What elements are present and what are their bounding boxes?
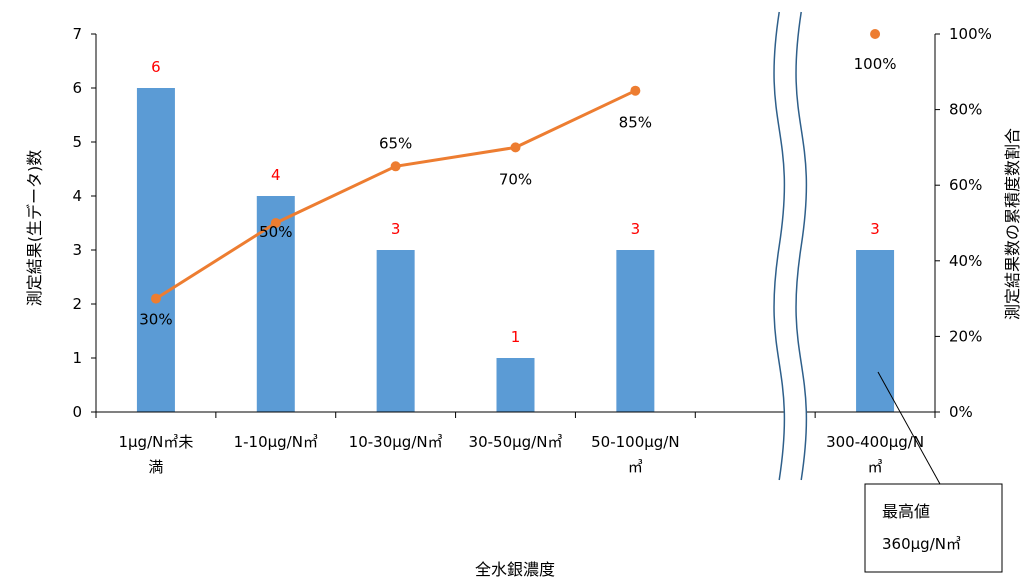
annotation-line-2: 360μg/N㎥ (882, 535, 961, 553)
y-axis-title: 測定結果(生データ)数 (25, 150, 44, 307)
bar-data-label: 1 (511, 328, 521, 346)
line-point (510, 142, 521, 153)
y2-tick-label: 100% (949, 25, 992, 43)
line-data-label: 70% (499, 170, 532, 188)
y-tick-label: 3 (72, 241, 82, 259)
y-tick-label: 7 (72, 25, 82, 43)
y2-tick-label: 20% (949, 327, 982, 345)
x-tick-label: ㎥ (628, 458, 643, 476)
annotation-callout: 最高値 360μg/N㎥ (864, 371, 1003, 573)
x-tick-label: 満 (148, 458, 163, 476)
axis-break-fill (774, 12, 807, 480)
line-point (150, 293, 161, 304)
x-axis-title: 全水銀濃度 (475, 560, 555, 578)
line-point (270, 218, 281, 228)
x-tick-label: 30-50μg/N㎥ (469, 433, 563, 451)
y-tick-label: 1 (72, 349, 82, 367)
line-data-label: 65% (379, 134, 412, 152)
x-tick-label: 1μg/N㎥未 (118, 433, 193, 451)
y-tick-label: 2 (72, 295, 82, 313)
bar-data-label: 6 (151, 58, 161, 76)
bar-data-label: 4 (271, 166, 281, 184)
x-tick-label: 10-30μg/N㎥ (349, 433, 443, 451)
annotation-box (864, 483, 1003, 573)
annotation-line-1: 最高値 (882, 502, 930, 521)
y2-tick-label: 80% (949, 101, 982, 119)
axis-break-line-right (795, 11, 808, 481)
bar-data-label: 3 (631, 220, 641, 238)
bar (616, 250, 655, 412)
x-tick-label: 300-400μg/N (826, 433, 924, 451)
y2-tick-label: 60% (949, 176, 982, 194)
axis-break (773, 11, 808, 481)
y-tick-label: 6 (72, 79, 82, 97)
x-tick-label: ㎥ (868, 458, 883, 476)
y2-axis-title: 測定結果数の累積度数割合 (1003, 128, 1022, 320)
bar (856, 250, 895, 412)
y2-tick-label: 0% (949, 403, 973, 421)
y2-tick-label: 40% (949, 252, 982, 270)
y-tick-label: 0 (72, 403, 82, 421)
right-axis-ticks: 0% 20% 40% 60% 80% 100% (949, 25, 992, 421)
line-point (390, 161, 401, 172)
x-tick-label: 50-100μg/N (591, 433, 679, 451)
bar-series: 6 4 3 1 3 3 (136, 58, 895, 412)
line-data-label: 85% (619, 114, 652, 132)
line-data-label: 50% (259, 223, 292, 241)
x-tick-label: 1-10μg/N㎥ (234, 433, 318, 451)
bar (136, 88, 175, 412)
bar-data-label: 3 (391, 220, 401, 238)
annotation-leader-line (877, 371, 941, 485)
bar-data-label: 3 (870, 220, 880, 238)
y-tick-label: 4 (72, 187, 82, 205)
line-data-label: 100% (854, 55, 897, 73)
bar (496, 358, 535, 412)
bar (376, 250, 415, 412)
line-data-label: 30% (139, 311, 172, 329)
line-point (870, 29, 881, 39)
line-point (630, 85, 641, 96)
cumulative-line-series: 30% 50% 65% 70% 85% 100% (139, 29, 897, 329)
axis-break-line-left (773, 11, 786, 481)
left-axis-ticks: 0 1 2 3 4 5 6 7 (72, 25, 82, 421)
y-tick-label: 5 (72, 133, 82, 151)
